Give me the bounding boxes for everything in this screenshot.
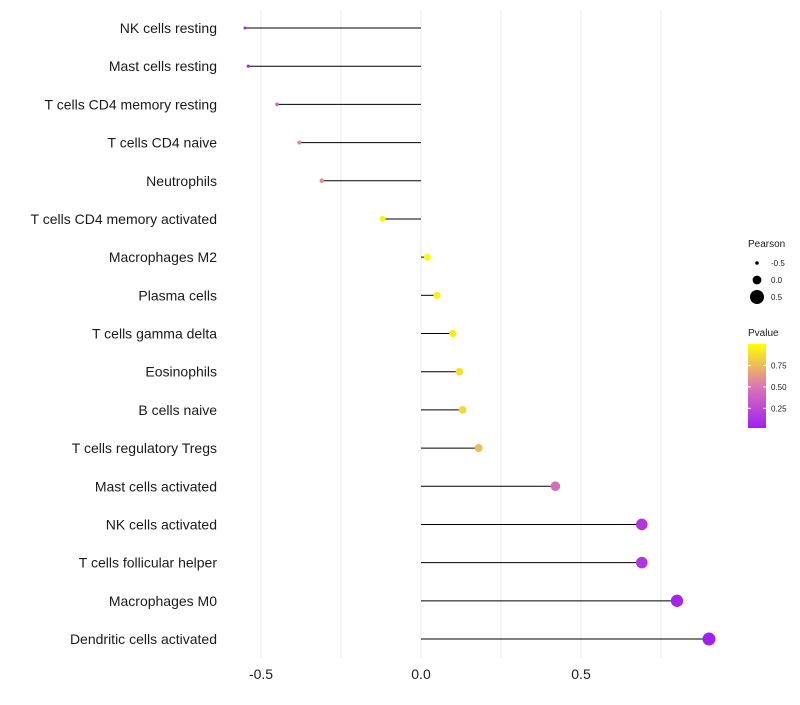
x-tick-label: 0.5: [571, 666, 591, 682]
x-tick-labels: -0.5 0.0 0.5: [249, 666, 591, 682]
category-label: Macrophages M2: [109, 249, 217, 265]
category-label: Neutrophils: [146, 173, 217, 189]
data-point: [474, 444, 483, 453]
data-point: [243, 26, 247, 30]
category-label: Dendritic cells activated: [70, 631, 217, 647]
data-point: [670, 594, 684, 607]
legend-size-key: [755, 261, 759, 265]
legend-size-title: Pearson: [748, 239, 785, 250]
category-label: Eosinophils: [145, 364, 217, 380]
category-label: T cells gamma delta: [92, 326, 217, 342]
category-label: Macrophages M0: [109, 593, 217, 609]
x-tick-label: -0.5: [249, 666, 273, 682]
data-point: [636, 556, 648, 569]
data-point: [455, 367, 464, 376]
points: [243, 26, 716, 646]
legend-size-label: 0.0: [771, 276, 783, 285]
category-labels: NK cells resting Mast cells resting T cell…: [31, 20, 218, 647]
grid-lines: [260, 10, 662, 658]
data-point: [319, 178, 325, 184]
legend-color-title: Pvalue: [748, 328, 779, 339]
legend-size-key: [752, 275, 762, 285]
data-point: [275, 102, 279, 107]
data-point: [458, 406, 467, 414]
legend-color-label: 0.75: [771, 361, 787, 370]
category-label: NK cells resting: [120, 20, 217, 36]
legend: Pearson -0.5 0.0 0.5 Pvalue 0.75 0.50 0.25: [748, 239, 787, 428]
legend-size-key: [750, 290, 764, 304]
category-label: B cells naive: [138, 402, 217, 418]
data-point: [297, 140, 302, 145]
category-label: Mast cells activated: [95, 478, 217, 494]
category-label: Plasma cells: [138, 287, 217, 303]
data-point: [379, 215, 386, 222]
category-label: Mast cells resting: [109, 58, 217, 74]
category-label: T cells follicular helper: [79, 555, 218, 571]
data-point: [550, 481, 561, 492]
category-label: T cells CD4 memory resting: [45, 96, 217, 112]
category-label: T cells CD4 naive: [108, 135, 218, 151]
legend-size-label: -0.5: [771, 259, 785, 268]
data-point: [246, 64, 250, 68]
stems: [245, 27, 709, 640]
data-point: [636, 518, 648, 531]
legend-size-label: 0.5: [771, 293, 783, 302]
data-point: [433, 291, 441, 299]
category-label: T cells CD4 memory activated: [31, 211, 217, 227]
data-point: [423, 253, 431, 261]
legend-color-label: 0.50: [771, 383, 787, 392]
category-label: T cells regulatory Tregs: [72, 440, 217, 456]
data-point: [449, 329, 457, 338]
data-point: [702, 632, 716, 646]
category-label: NK cells activated: [106, 516, 217, 532]
legend-color-label: 0.25: [771, 404, 787, 413]
legend-color-bar: [748, 344, 766, 428]
x-tick-label: 0.0: [411, 666, 431, 682]
